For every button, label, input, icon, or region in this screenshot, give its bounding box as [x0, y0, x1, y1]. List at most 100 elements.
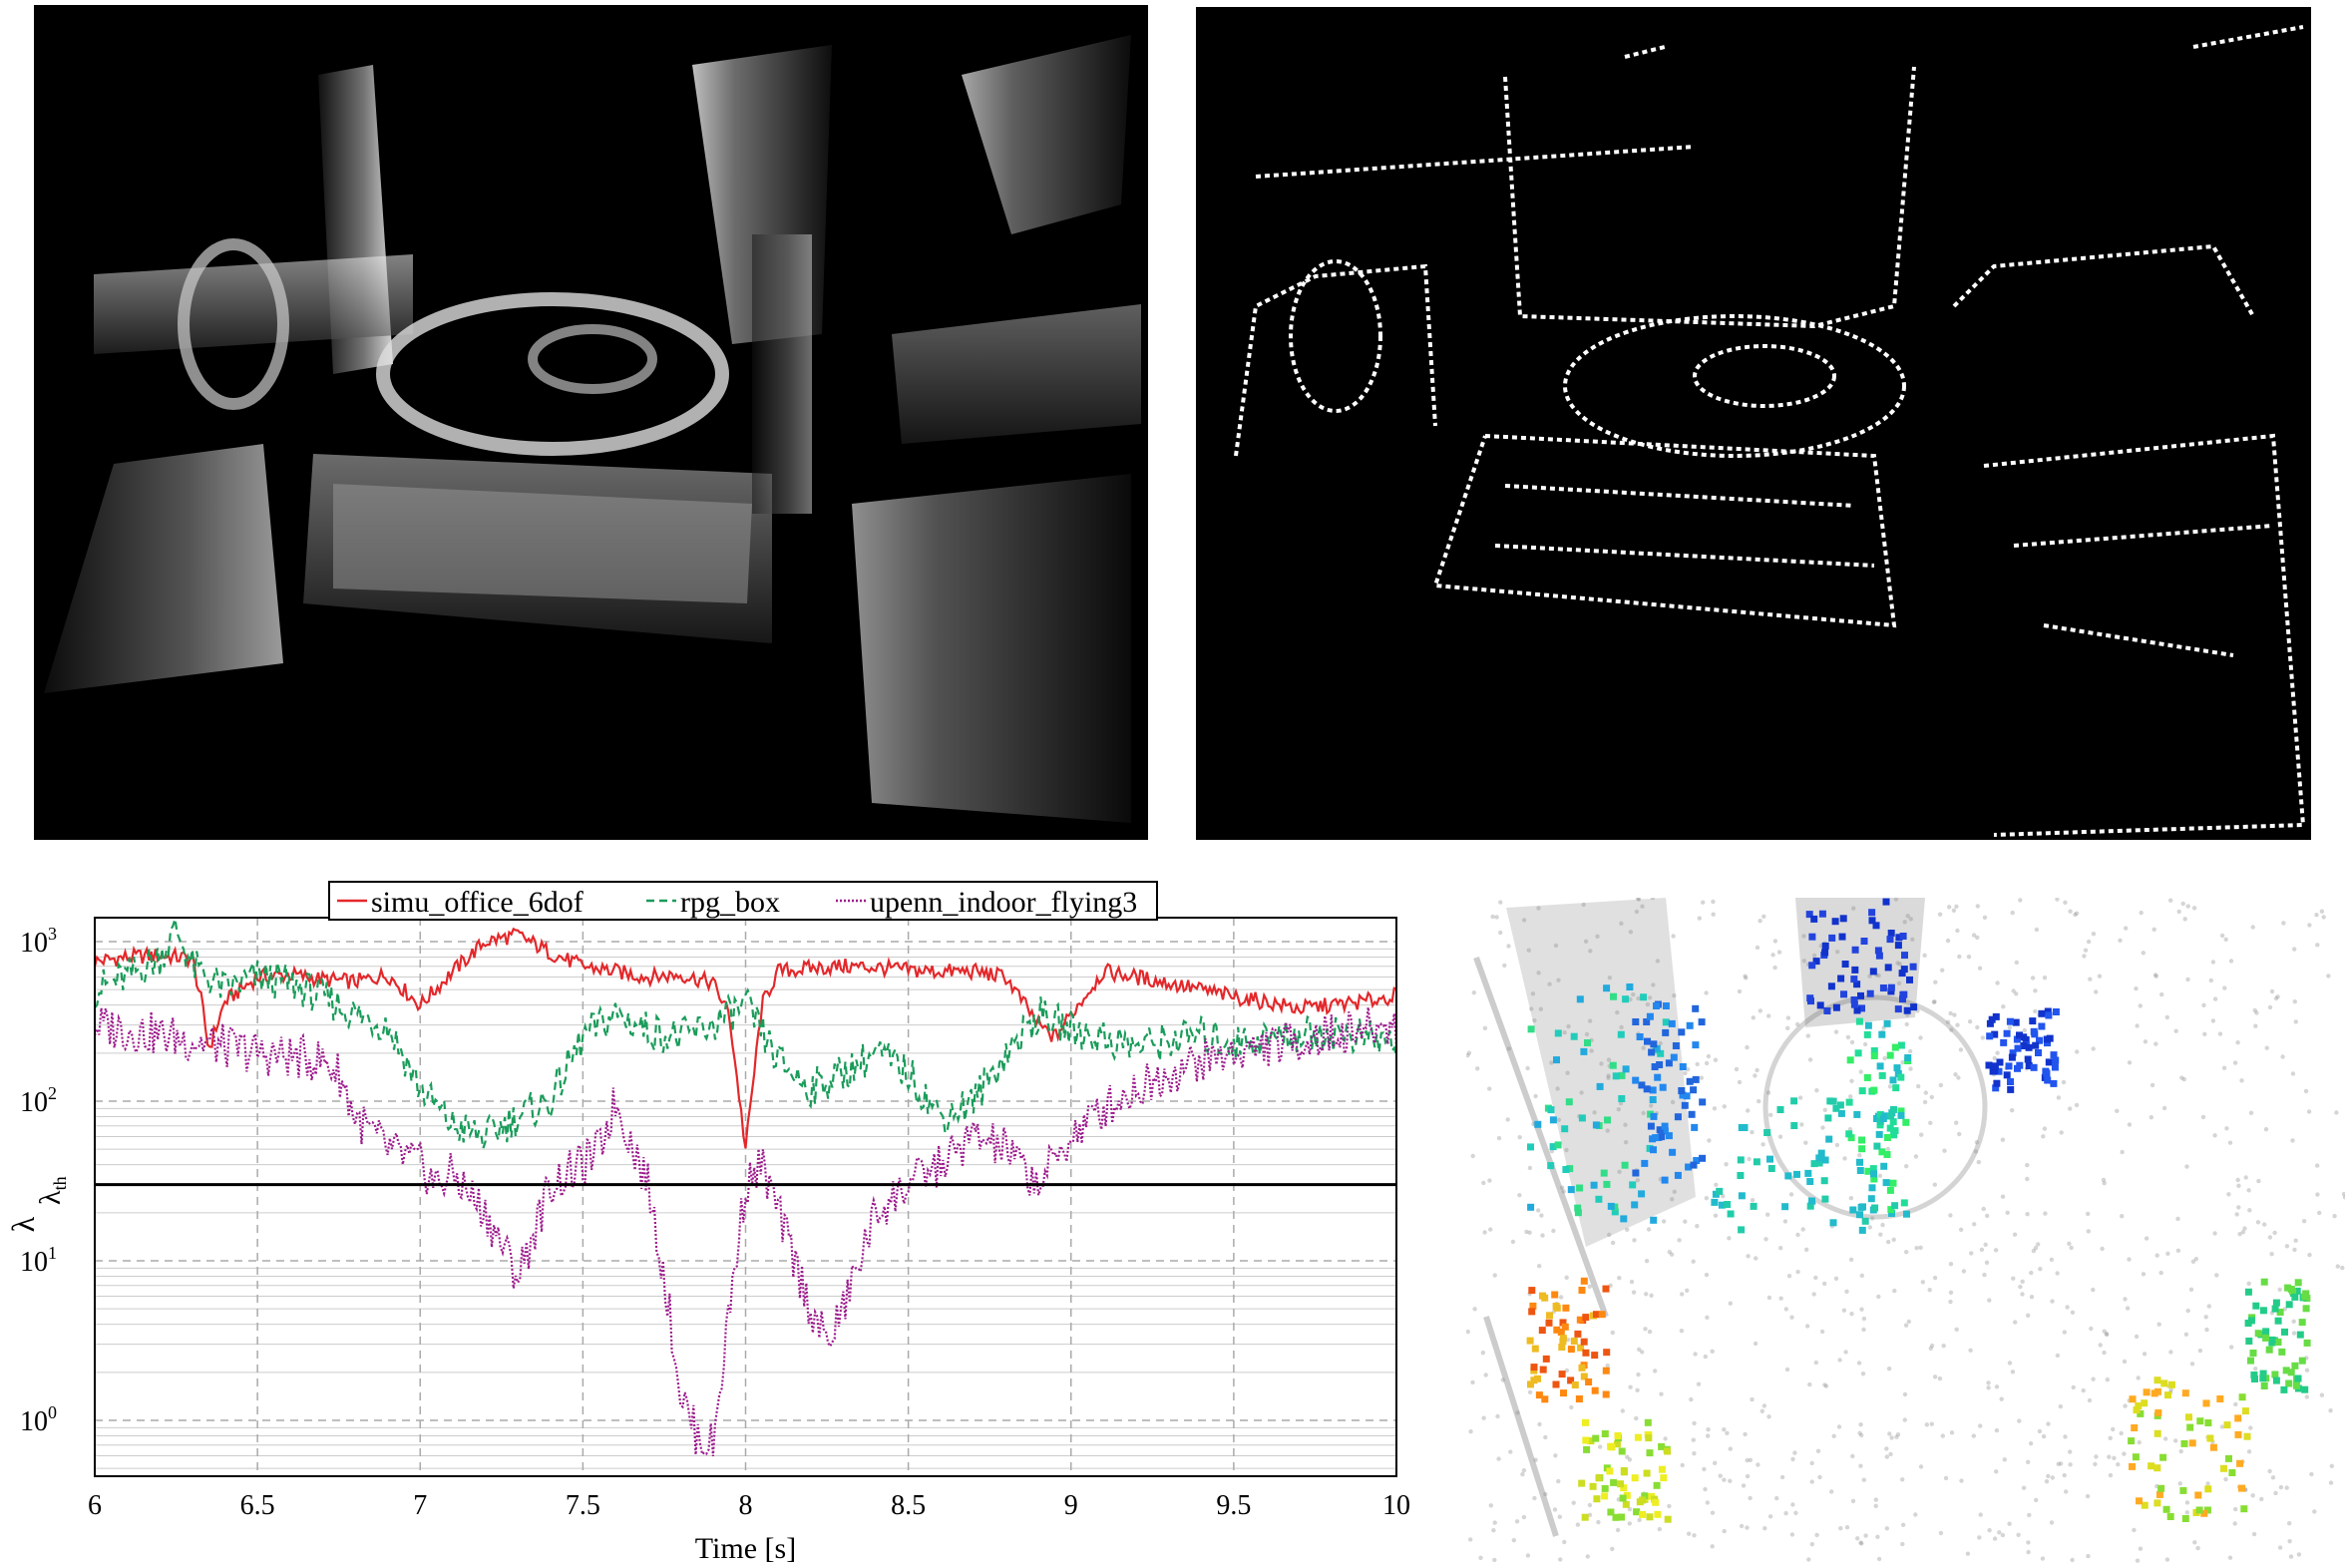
- colored-point: [2294, 1279, 2302, 1287]
- colored-point: [2247, 1357, 2254, 1365]
- colored-point: [1898, 970, 1906, 978]
- colored-point: [1738, 1226, 1746, 1234]
- colored-point: [1910, 1003, 1918, 1011]
- edge-map-image: [1234, 25, 2306, 837]
- gray-point: [1906, 1319, 1911, 1325]
- colored-point: [1570, 1338, 1578, 1345]
- gray-point: [1492, 1557, 1497, 1563]
- gray-point: [2234, 1212, 2239, 1217]
- colored-point: [1613, 1440, 1621, 1448]
- colored-point: [1906, 976, 1913, 983]
- colored-point: [1646, 1012, 1654, 1020]
- colored-point: [2179, 1486, 2187, 1494]
- gray-point: [2049, 1520, 2055, 1525]
- gray-point: [1494, 915, 1499, 920]
- gray-point: [1553, 943, 1559, 949]
- colored-point: [1678, 1087, 1686, 1094]
- colored-point: [1646, 1449, 1654, 1457]
- gray-point: [1699, 1075, 1704, 1080]
- colored-point: [1653, 1044, 1661, 1052]
- gray-point: [1876, 1556, 1882, 1562]
- gray-point: [2236, 1205, 2241, 1210]
- colored-point: [1995, 1067, 2003, 1075]
- gray-point: [2075, 1049, 2080, 1054]
- gray-point: [2122, 1359, 2128, 1365]
- gray-point: [1495, 1413, 1500, 1419]
- colored-point: [1601, 1430, 1609, 1437]
- colored-point: [1664, 1447, 1672, 1455]
- gray-point: [1957, 1131, 1962, 1137]
- colored-point: [1567, 1376, 1575, 1384]
- gray-point: [1663, 1436, 1668, 1441]
- gray-point: [2212, 1133, 2217, 1138]
- gray-point: [1809, 1479, 1814, 1484]
- gray-point: [1713, 1460, 1718, 1465]
- gray-point: [2002, 1457, 2007, 1462]
- gray-point: [1848, 1196, 1854, 1201]
- gray-point: [1845, 1034, 1851, 1040]
- gray-point: [2124, 926, 2129, 931]
- colored-point: [1986, 1032, 1994, 1040]
- colored-point: [2157, 1484, 2165, 1492]
- colored-point: [1582, 1314, 1590, 1322]
- colored-point: [1614, 1432, 1622, 1439]
- colored-point: [1562, 1166, 1570, 1173]
- colored-point: [1767, 1165, 1775, 1172]
- gray-point: [2068, 1106, 2073, 1111]
- colored-point: [1882, 898, 1890, 906]
- gray-point: [2189, 1362, 2195, 1367]
- gray-point: [1617, 1169, 1622, 1174]
- colored-point: [1612, 1072, 1620, 1080]
- colored-point: [1549, 1143, 1557, 1151]
- colored-point: [2052, 1056, 2060, 1064]
- colored-point: [1986, 1019, 1994, 1027]
- gray-point: [2055, 1353, 2061, 1359]
- gray-point: [2173, 1028, 2178, 1033]
- colored-point: [1580, 1338, 1588, 1346]
- gray-point: [1860, 1372, 1866, 1376]
- colored-point: [2038, 1009, 2046, 1017]
- colored-point: [1691, 1123, 1699, 1131]
- y-tick-labels: 100 101 102 103: [20, 924, 57, 1437]
- colored-point: [2043, 1035, 2051, 1043]
- gray-point: [1977, 1535, 1982, 1540]
- colored-point: [1827, 982, 1835, 990]
- gray-point: [1658, 1040, 1663, 1046]
- gray-point: [2291, 1319, 2296, 1324]
- gray-point: [1888, 1451, 1893, 1457]
- colored-point: [1606, 1467, 1614, 1475]
- colored-point: [1868, 909, 1876, 917]
- colored-point: [1610, 992, 1617, 1000]
- gray-point: [2275, 994, 2280, 999]
- gray-point: [1610, 1240, 1616, 1246]
- threshold-axis-label: λth: [34, 1176, 70, 1205]
- gray-point: [1955, 928, 1960, 934]
- colored-point: [1531, 1345, 1539, 1353]
- gray-point: [1932, 1182, 1937, 1187]
- gray-point: [1778, 1246, 1783, 1251]
- colored-point: [1846, 1056, 1854, 1064]
- gray-point: [1817, 1474, 1822, 1480]
- gray-point: [1627, 1506, 1633, 1512]
- gray-point: [1722, 1528, 1727, 1534]
- colored-point: [1870, 1170, 1877, 1178]
- colored-point: [1869, 1165, 1877, 1173]
- colored-point: [1784, 1172, 1792, 1180]
- gray-point: [2068, 1449, 2073, 1454]
- colored-point: [1601, 1492, 1609, 1500]
- gray-point: [2253, 1367, 2258, 1372]
- colored-point: [1836, 1101, 1844, 1109]
- gray-point: [1978, 1512, 1983, 1517]
- gray-point: [1551, 1228, 1556, 1234]
- colored-point: [1887, 987, 1895, 995]
- gray-point: [1822, 1382, 1827, 1387]
- colored-point: [2052, 1008, 2060, 1015]
- gray-point: [1650, 898, 1656, 901]
- gray-point: [1529, 1006, 1534, 1011]
- colored-point: [1664, 1515, 1672, 1523]
- gray-point: [1634, 909, 1640, 915]
- gray-point: [1581, 902, 1586, 908]
- gray-point: [1697, 916, 1702, 921]
- y-tick-label: 103: [20, 924, 57, 959]
- gray-point: [2185, 977, 2190, 982]
